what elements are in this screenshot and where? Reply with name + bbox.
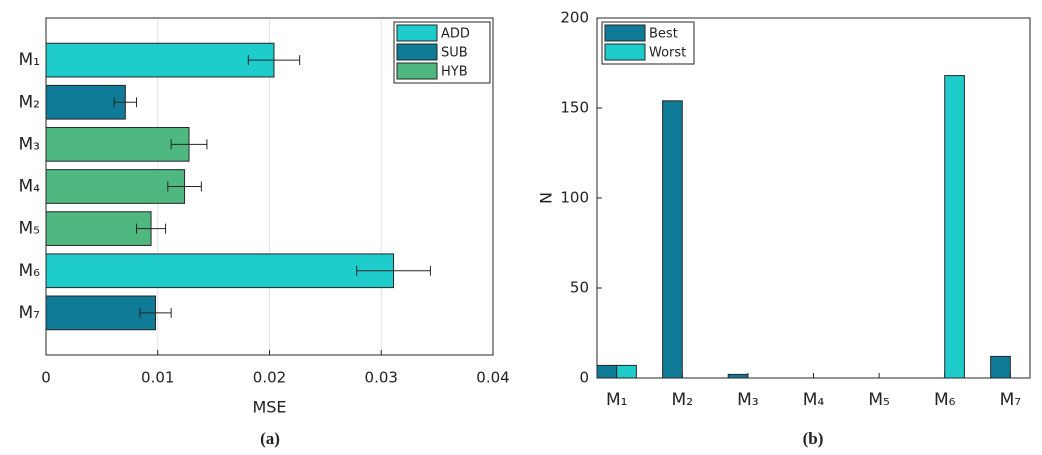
x-tick-label: M₆	[934, 390, 956, 410]
y-tick-label: 100	[560, 189, 589, 207]
x-axis-label: MSE	[252, 398, 286, 417]
x-tick-label: 0	[41, 369, 51, 387]
bar	[45, 42, 275, 78]
x-tick-label: 0.01	[141, 369, 174, 387]
bar	[990, 355, 1011, 379]
y-tick-label: M₃	[19, 134, 40, 154]
y-tick-label: 50	[570, 279, 589, 297]
legend-label: SUB	[441, 46, 468, 61]
legend: Best Worst	[601, 21, 695, 65]
legend-swatch	[396, 62, 438, 80]
legend-label: ADD	[441, 27, 470, 42]
legend-label: Best	[649, 27, 678, 42]
x-tick-label: M₁	[606, 390, 627, 410]
y-tick-label: 150	[560, 99, 589, 117]
x-tick-label: 0.04	[476, 369, 509, 387]
x-tick-label: M₃	[737, 390, 758, 410]
legend-swatch	[396, 24, 438, 42]
bar	[45, 127, 190, 162]
plot-frame	[596, 17, 1031, 379]
bar	[45, 84, 126, 120]
legend: ADD SUB HYB	[393, 21, 491, 84]
y-tick-label: M₇	[19, 303, 41, 323]
legend-swatch	[604, 43, 646, 61]
bar	[616, 364, 637, 379]
x-tick-label: 0.03	[365, 369, 398, 387]
bar	[944, 75, 965, 379]
bar	[596, 364, 618, 379]
legend-label: HYB	[441, 65, 468, 80]
y-tick-label: M₂	[19, 92, 40, 112]
caption: (b)	[803, 429, 824, 448]
y-tick-label: 0	[579, 369, 589, 387]
x-tick-label: M₇	[1000, 390, 1022, 410]
y-axis-label: N	[537, 192, 556, 204]
y-tick-label: M₅	[19, 219, 40, 239]
y-tick-label: 200	[560, 9, 589, 27]
bar	[45, 295, 157, 331]
y-tick-label: M₄	[19, 177, 41, 197]
caption: (a)	[260, 429, 280, 448]
x-tick-label: M₅	[868, 390, 889, 410]
x-tick-label: M₂	[672, 390, 693, 410]
legend-label: Worst	[649, 46, 686, 61]
bar	[45, 169, 186, 204]
y-tick-label: M₆	[19, 261, 41, 281]
bar	[45, 211, 152, 246]
legend-swatch	[604, 24, 646, 42]
bar	[45, 253, 395, 289]
x-tick-label: 0.02	[253, 369, 286, 387]
x-tick-label: M₄	[803, 390, 825, 410]
y-tick-label: M₁	[19, 50, 40, 70]
bar	[662, 100, 683, 379]
legend-swatch	[396, 43, 438, 61]
bar	[727, 373, 749, 379]
plot-frame	[45, 17, 494, 356]
